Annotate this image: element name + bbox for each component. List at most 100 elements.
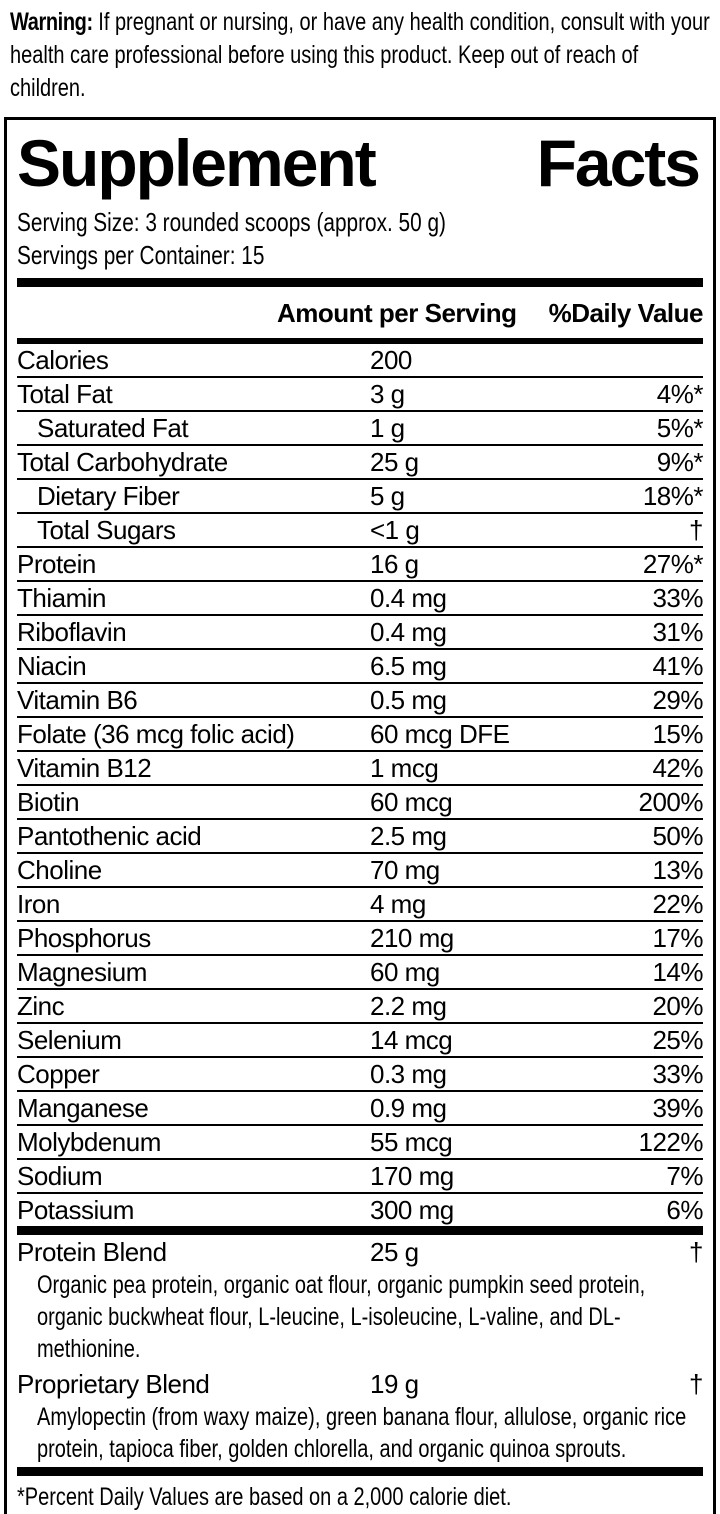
nutrient-row: Folate (36 mcg folic acid) 60 mcg DFE 15% bbox=[17, 718, 703, 752]
nutrient-name: Phosphorus bbox=[17, 922, 151, 953]
nutrient-row: Total Fat 3 g 4%* bbox=[17, 378, 704, 412]
panel-title-left: Supplement bbox=[17, 126, 377, 200]
divider-bar-footnotes bbox=[17, 1467, 703, 1476]
blend-name: Proprietary Blend bbox=[17, 1368, 210, 1399]
divider-bar-blends bbox=[17, 1226, 703, 1235]
nutrient-row: Copper 0.3 mg 33% bbox=[17, 1058, 703, 1092]
nutrient-amount: 60 mcg DFE bbox=[370, 718, 510, 749]
nutrient-daily-value: 17% bbox=[652, 922, 703, 953]
nutrient-daily-value: 15% bbox=[652, 718, 703, 749]
nutrient-daily-value: 39% bbox=[652, 1092, 703, 1123]
nutrient-daily-value: 41% bbox=[652, 650, 703, 681]
nutrient-name: Total Sugars bbox=[37, 514, 176, 545]
nutrient-name: Selenium bbox=[17, 1024, 122, 1055]
nutrient-amount: 1 g bbox=[370, 412, 405, 443]
footnote-percent-dv: *Percent Daily Values are based on a 2,0… bbox=[17, 1483, 512, 1511]
nutrient-amount: 0.4 mg bbox=[370, 616, 447, 647]
nutrient-name: Molybdenum bbox=[17, 1126, 161, 1157]
nutrient-amount: 14 mcg bbox=[370, 1024, 453, 1055]
nutrient-name: Total Carbohydrate bbox=[17, 446, 228, 477]
blend-section: Protein Blend 25 g † Organic pea protein, o… bbox=[17, 1235, 703, 1465]
nutrient-row: Sodium 170 mg 7% bbox=[17, 1160, 703, 1194]
nutrient-name: Folate (36 mcg folic acid) bbox=[17, 718, 295, 749]
nutrient-daily-value: 200% bbox=[638, 786, 704, 817]
nutrient-daily-value: 9%* bbox=[656, 446, 704, 477]
nutrient-amount: 2.5 mg bbox=[370, 820, 447, 851]
footnotes: *Percent Daily Values are based on a 2,0… bbox=[17, 1476, 703, 1514]
nutrient-row: Phosphorus 210 mg 17% bbox=[17, 922, 703, 956]
nutrient-name: Vitamin B12 bbox=[17, 752, 152, 783]
nutrient-name: Calories bbox=[17, 344, 109, 375]
nutrient-amount: 200 bbox=[370, 344, 412, 375]
nutrient-daily-value: 33% bbox=[652, 582, 703, 613]
nutrient-amount: 0.4 mg bbox=[370, 582, 447, 613]
nutrient-name: Manganese bbox=[17, 1092, 149, 1123]
serving-size-line: Serving Size: 3 rounded scoops (approx. … bbox=[17, 207, 446, 237]
nutrient-daily-value: 50% bbox=[652, 820, 703, 851]
nutrient-row: Calories 200 bbox=[17, 344, 703, 378]
nutrient-row: Choline 70 mg 13% bbox=[17, 854, 703, 888]
nutrient-amount: 5 g bbox=[370, 480, 405, 511]
nutrient-daily-value: 4%* bbox=[656, 378, 704, 409]
nutrient-amount: 3 g bbox=[370, 378, 405, 409]
blend-amount: 19 g bbox=[370, 1368, 419, 1399]
nutrient-name: Protein bbox=[17, 548, 96, 579]
column-header-amount: Amount per Serving bbox=[277, 298, 517, 328]
nutrient-row: Magnesium 60 mg 14% bbox=[17, 956, 703, 990]
warning-label: Warning: bbox=[10, 8, 93, 36]
servings-per-container-line: Servings per Container: 15 bbox=[17, 240, 265, 270]
nutrient-daily-value: 33% bbox=[652, 1058, 703, 1089]
nutrient-amount: 4 mg bbox=[370, 888, 426, 919]
nutrient-daily-value: 6% bbox=[666, 1194, 703, 1225]
supplement-facts-panel: Supplement Facts Serving Size: 3 rounded… bbox=[4, 117, 716, 1514]
nutrient-amount: 6.5 mg bbox=[370, 650, 447, 681]
blend-row: Protein Blend 25 g † bbox=[17, 1235, 703, 1269]
nutrient-daily-value: 29% bbox=[652, 684, 703, 715]
nutrient-row: Potassium 300 mg 6% bbox=[17, 1194, 703, 1226]
nutrient-row: Saturated Fat 1 g 5%* bbox=[17, 412, 704, 446]
nutrient-row: Niacin 6.5 mg 41% bbox=[17, 650, 703, 684]
nutrient-daily-value: 18%* bbox=[642, 480, 704, 511]
nutrient-daily-value: † bbox=[689, 514, 703, 545]
nutrient-name: Copper bbox=[17, 1058, 100, 1089]
nutrient-amount: 170 mg bbox=[370, 1160, 454, 1191]
warning-text: If pregnant or nursing, or have any heal… bbox=[10, 8, 710, 102]
nutrient-name: Vitamin B6 bbox=[17, 684, 138, 715]
nutrient-row: Total Carbohydrate 25 g 9%* bbox=[17, 446, 704, 480]
nutrient-row: Manganese 0.9 mg 39% bbox=[17, 1092, 703, 1126]
nutrient-table: Calories 200 Total Fat 3 g 4%* Saturated Fat 1… bbox=[17, 344, 704, 1226]
blend-description: Amylopectin (from waxy maize), green ban… bbox=[37, 1403, 687, 1463]
nutrient-row: Selenium 14 mcg 25% bbox=[17, 1024, 703, 1058]
nutrient-row: Biotin 60 mcg 200% bbox=[17, 786, 703, 820]
nutrient-amount: 70 mg bbox=[370, 854, 440, 885]
nutrient-amount: 0.3 mg bbox=[370, 1058, 447, 1089]
blend-row: Proprietary Blend 19 g † bbox=[17, 1367, 703, 1401]
nutrient-name: Magnesium bbox=[17, 956, 147, 987]
nutrient-row: Zinc 2.2 mg 20% bbox=[17, 990, 703, 1024]
blend-daily-value: † bbox=[689, 1236, 703, 1267]
nutrient-daily-value: 20% bbox=[652, 990, 703, 1021]
panel-title: Supplement Facts bbox=[17, 124, 703, 206]
nutrient-name: Total Fat bbox=[17, 378, 113, 409]
nutrient-name: Zinc bbox=[17, 990, 65, 1021]
nutrient-amount: 55 mcg bbox=[370, 1126, 453, 1157]
nutrient-row: Total Sugars <1 g † bbox=[17, 514, 703, 548]
nutrient-daily-value: 22% bbox=[652, 888, 703, 919]
nutrient-amount: <1 g bbox=[370, 514, 420, 545]
nutrient-amount: 1 mcg bbox=[370, 752, 439, 783]
blend-description: Organic pea protein, organic oat flour, … bbox=[37, 1271, 646, 1363]
nutrient-name: Pantothenic acid bbox=[17, 820, 202, 851]
nutrient-row: Riboflavin 0.4 mg 31% bbox=[17, 616, 703, 650]
nutrient-name: Saturated Fat bbox=[37, 412, 189, 443]
nutrient-row: Thiamin 0.4 mg 33% bbox=[17, 582, 703, 616]
nutrient-daily-value: 13% bbox=[652, 854, 703, 885]
nutrient-amount: 210 mg bbox=[370, 922, 454, 953]
nutrient-name: Iron bbox=[17, 888, 60, 919]
table-header: Amount per Serving %Daily Value bbox=[17, 287, 704, 338]
panel-title-right: Facts bbox=[536, 126, 701, 200]
nutrient-row: Protein 16 g 27%* bbox=[17, 548, 704, 582]
nutrient-amount: 60 mg bbox=[370, 956, 440, 987]
nutrient-amount: 25 g bbox=[370, 446, 419, 477]
nutrient-daily-value: 5%* bbox=[656, 412, 704, 443]
nutrient-daily-value: 25% bbox=[652, 1024, 703, 1055]
